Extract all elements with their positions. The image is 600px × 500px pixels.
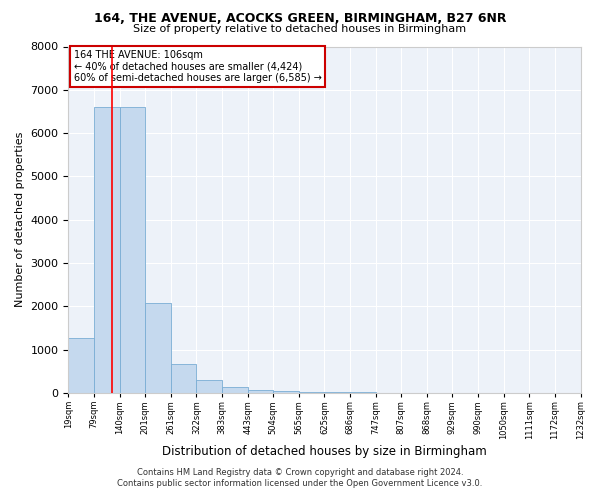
Text: Contains HM Land Registry data © Crown copyright and database right 2024.
Contai: Contains HM Land Registry data © Crown c… xyxy=(118,468,482,487)
Bar xyxy=(145,303,171,393)
Bar xyxy=(248,390,273,393)
X-axis label: Distribution of detached houses by size in Birmingham: Distribution of detached houses by size … xyxy=(162,444,487,458)
Text: 164 THE AVENUE: 106sqm
← 40% of detached houses are smaller (4,424)
60% of semi-: 164 THE AVENUE: 106sqm ← 40% of detached… xyxy=(74,50,322,83)
Text: 164, THE AVENUE, ACOCKS GREEN, BIRMINGHAM, B27 6NR: 164, THE AVENUE, ACOCKS GREEN, BIRMINGHA… xyxy=(94,12,506,26)
Bar xyxy=(325,392,350,393)
Bar xyxy=(68,338,94,393)
Bar xyxy=(222,387,248,393)
Bar xyxy=(299,392,325,393)
Bar xyxy=(196,380,222,393)
Text: Size of property relative to detached houses in Birmingham: Size of property relative to detached ho… xyxy=(133,24,467,34)
Bar xyxy=(119,107,145,393)
Bar xyxy=(171,364,196,393)
Y-axis label: Number of detached properties: Number of detached properties xyxy=(15,132,25,308)
Bar xyxy=(94,107,119,393)
Bar xyxy=(350,392,376,393)
Bar xyxy=(273,391,299,393)
